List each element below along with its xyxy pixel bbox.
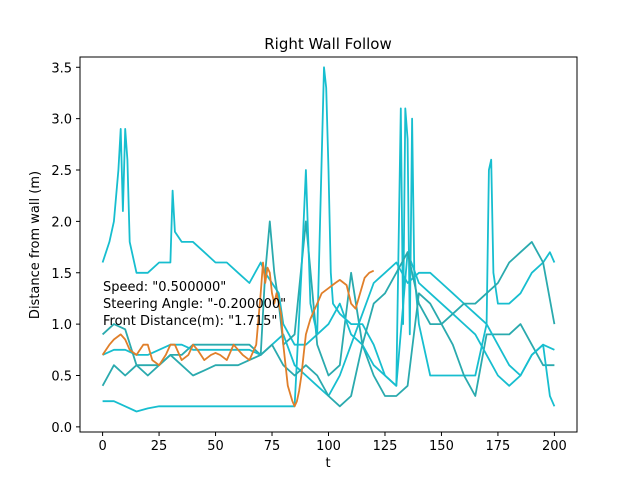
x-tick-label: 150 bbox=[429, 439, 454, 454]
y-tick-label: 1.5 bbox=[51, 267, 72, 282]
y-tick-label: 0.5 bbox=[51, 369, 72, 384]
y-tick-label: 3.0 bbox=[51, 113, 72, 128]
x-tick-label: 25 bbox=[151, 439, 168, 454]
x-tick-label: 100 bbox=[316, 439, 341, 454]
x-tick-label: 50 bbox=[207, 439, 224, 454]
chart-title: Right Wall Follow bbox=[264, 35, 392, 53]
y-axis-label: Distance from wall (m) bbox=[28, 171, 43, 319]
series-line-3 bbox=[102, 169, 555, 413]
series-line-2 bbox=[101, 220, 555, 397]
series-layer bbox=[101, 66, 556, 413]
series-line-1 bbox=[101, 66, 556, 387]
series-line-6 bbox=[101, 261, 375, 408]
x-tick-label: 175 bbox=[486, 439, 511, 454]
y-tick-label: 0.0 bbox=[51, 421, 72, 436]
y-tick-label: 3.5 bbox=[51, 61, 72, 76]
x-tick-label: 125 bbox=[373, 439, 398, 454]
annotation-steering-angle: Steering Angle: "-0.200000" bbox=[103, 297, 286, 312]
series-line-4 bbox=[102, 261, 556, 407]
y-axis: 0.0 0.5 1.0 1.5 2.0 2.5 3.0 3.5 bbox=[51, 61, 80, 436]
annotation-speed: Speed: "0.500000" bbox=[103, 280, 226, 295]
y-tick-label: 2.0 bbox=[51, 215, 72, 230]
x-axis: 0 25 50 75 100 125 150 175 200 bbox=[98, 432, 567, 454]
y-tick-label: 2.5 bbox=[51, 164, 72, 179]
y-tick-label: 1.0 bbox=[51, 318, 72, 333]
x-tick-label: 0 bbox=[98, 439, 106, 454]
x-axis-label: t bbox=[325, 456, 330, 471]
x-tick-label: 75 bbox=[264, 439, 281, 454]
series-line-5 bbox=[101, 241, 556, 408]
x-tick-label: 200 bbox=[542, 439, 567, 454]
annotation-front-distance: Front Distance(m): "1.715" bbox=[103, 314, 277, 329]
